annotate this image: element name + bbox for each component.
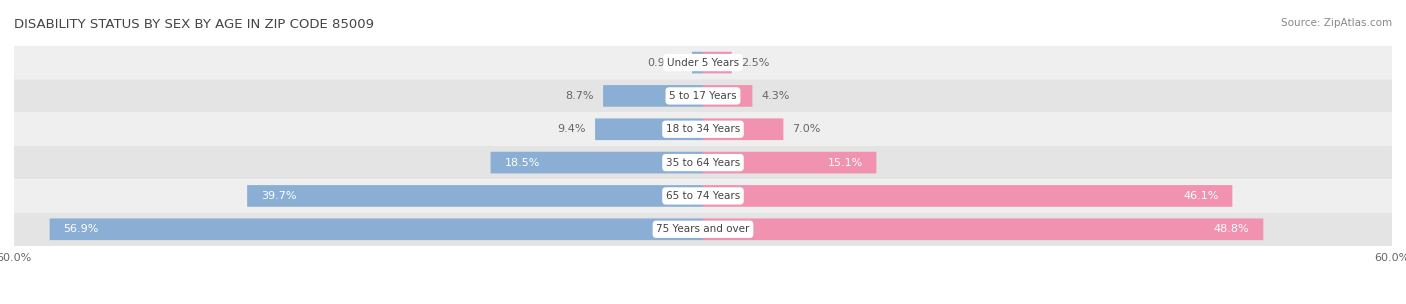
Text: 39.7%: 39.7% [262,191,297,201]
FancyBboxPatch shape [247,185,703,207]
Text: 75 Years and over: 75 Years and over [657,224,749,234]
FancyBboxPatch shape [14,179,1392,212]
Text: 35 to 64 Years: 35 to 64 Years [666,157,740,168]
FancyBboxPatch shape [703,219,1264,240]
Text: 48.8%: 48.8% [1213,224,1250,234]
FancyBboxPatch shape [14,112,1392,146]
FancyBboxPatch shape [703,185,1232,207]
FancyBboxPatch shape [692,52,703,73]
FancyBboxPatch shape [14,46,1392,79]
Text: 65 to 74 Years: 65 to 74 Years [666,191,740,201]
Text: 7.0%: 7.0% [793,124,821,134]
Text: Source: ZipAtlas.com: Source: ZipAtlas.com [1281,18,1392,28]
FancyBboxPatch shape [14,212,1392,246]
Text: 56.9%: 56.9% [63,224,98,234]
Text: 0.96%: 0.96% [647,57,683,67]
Text: 18.5%: 18.5% [505,157,540,168]
FancyBboxPatch shape [49,219,703,240]
Text: 5 to 17 Years: 5 to 17 Years [669,91,737,101]
Text: 4.3%: 4.3% [762,91,790,101]
Text: 18 to 34 Years: 18 to 34 Years [666,124,740,134]
Text: 8.7%: 8.7% [565,91,593,101]
Text: Under 5 Years: Under 5 Years [666,57,740,67]
FancyBboxPatch shape [14,146,1392,179]
FancyBboxPatch shape [703,119,783,140]
FancyBboxPatch shape [703,85,752,107]
FancyBboxPatch shape [703,152,876,173]
FancyBboxPatch shape [14,79,1392,112]
Text: 9.4%: 9.4% [557,124,586,134]
FancyBboxPatch shape [603,85,703,107]
FancyBboxPatch shape [703,52,731,73]
Text: DISABILITY STATUS BY SEX BY AGE IN ZIP CODE 85009: DISABILITY STATUS BY SEX BY AGE IN ZIP C… [14,18,374,31]
Text: 2.5%: 2.5% [741,57,769,67]
Text: 46.1%: 46.1% [1184,191,1219,201]
FancyBboxPatch shape [595,119,703,140]
FancyBboxPatch shape [491,152,703,173]
Text: 15.1%: 15.1% [827,157,863,168]
